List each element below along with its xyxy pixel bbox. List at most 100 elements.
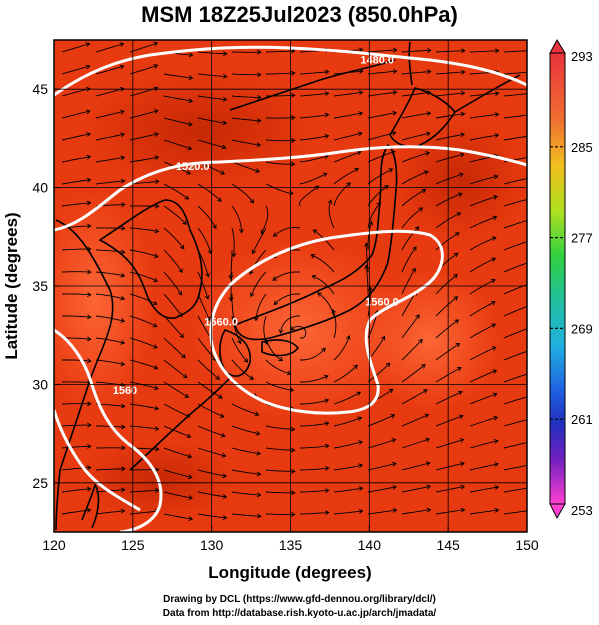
streamline-arrow <box>257 72 262 78</box>
streamline-arrow <box>459 438 465 443</box>
streamline-arrow <box>392 47 398 53</box>
streamline <box>401 132 431 141</box>
streamline-arrow <box>290 161 296 167</box>
cool-region <box>390 120 527 240</box>
streamline-arrow <box>187 453 193 459</box>
streamline-arrow <box>188 75 194 81</box>
streamline-arrow <box>425 151 431 156</box>
streamline-arrow <box>120 361 126 367</box>
streamline <box>231 491 261 496</box>
streamline-arrow <box>529 70 533 74</box>
streamline <box>469 346 496 361</box>
streamline <box>163 73 193 79</box>
streamline-arrow <box>418 207 424 212</box>
colorbar-tick-label: 253 <box>571 503 593 518</box>
streamline-arrow <box>460 461 465 467</box>
streamline-arrow <box>528 417 532 421</box>
streamline <box>163 271 182 296</box>
streamline-arrow <box>358 463 364 469</box>
streamline <box>61 248 91 251</box>
streamline <box>401 112 431 119</box>
streamline-arrow <box>273 300 279 306</box>
streamline <box>299 71 329 75</box>
streamline <box>435 92 465 97</box>
streamline <box>129 403 159 410</box>
streamline-arrow <box>221 144 227 150</box>
streamline <box>231 337 248 363</box>
streamline-arrow <box>221 452 227 458</box>
x-tick-label: 145 <box>436 537 460 553</box>
streamline-arrow <box>418 338 423 344</box>
streamline <box>435 50 465 53</box>
warm-region <box>54 190 155 410</box>
streamline-arrow <box>237 339 242 345</box>
streamline-arrow <box>222 494 228 499</box>
streamline-arrow <box>205 272 210 278</box>
streamline-arrow <box>356 150 362 156</box>
streamline <box>333 112 363 119</box>
streamline-arrow <box>222 51 228 57</box>
streamline-arrow <box>120 403 126 409</box>
streamline-arrow <box>528 197 532 201</box>
streamline-arrow <box>120 339 126 345</box>
streamline-arrow <box>529 49 533 53</box>
streamline-arrow <box>385 362 391 368</box>
streamline <box>333 364 358 383</box>
streamline <box>61 65 90 75</box>
streamline <box>272 271 301 281</box>
streamline-arrow <box>491 236 497 241</box>
streamline <box>503 464 527 471</box>
colorbar-scale <box>549 52 566 505</box>
streamline-arrow <box>529 463 533 467</box>
streamline <box>401 339 423 361</box>
streamline-arrow <box>291 468 296 474</box>
streamline <box>197 271 209 300</box>
streamline <box>163 403 190 418</box>
streamline <box>469 323 496 339</box>
streamline-arrow <box>460 69 466 75</box>
streamline-arrow <box>120 272 126 278</box>
streamline <box>230 250 233 279</box>
streamline <box>299 511 329 515</box>
streamline <box>95 468 125 471</box>
streamline-arrow <box>121 225 126 231</box>
streamline-arrow <box>120 155 126 161</box>
streamline <box>197 337 217 361</box>
streamline <box>197 227 212 254</box>
honshu-coast <box>234 143 398 341</box>
streamline <box>333 132 363 141</box>
streamline <box>197 117 227 124</box>
contour-label: 1560 <box>113 385 137 397</box>
streamline <box>129 381 159 390</box>
streamline <box>197 249 209 277</box>
streamline-arrow <box>289 387 295 393</box>
sakhalin-coast <box>408 41 413 86</box>
streamline <box>231 95 261 98</box>
x-tick-label: 130 <box>200 537 224 553</box>
streamline-arrow <box>426 507 432 513</box>
streamline <box>503 419 527 427</box>
colorbar-tick-label: 293 <box>571 49 593 64</box>
streamline-arrow <box>494 91 500 96</box>
streamline <box>299 114 329 119</box>
streamline <box>95 293 125 300</box>
streamline-arrow <box>529 486 533 490</box>
streamline <box>61 156 91 163</box>
streamline-arrow <box>188 52 194 58</box>
streamline <box>265 425 295 430</box>
streamline-arrow <box>453 252 459 258</box>
x-axis-label: Longitude (degrees) <box>208 563 371 582</box>
streamline <box>333 91 363 97</box>
streamline <box>61 110 91 119</box>
streamline-arrow <box>494 48 500 54</box>
streamline <box>435 133 465 141</box>
streamline-arrow <box>255 168 261 173</box>
streamline-arrow <box>121 445 126 451</box>
y-tick-label: 45 <box>32 81 48 97</box>
streamline <box>469 50 499 53</box>
streamline <box>299 489 329 493</box>
streamline <box>299 173 327 185</box>
streamline-arrow <box>331 308 337 314</box>
streamline <box>435 462 465 471</box>
streamline-arrow <box>186 433 192 439</box>
